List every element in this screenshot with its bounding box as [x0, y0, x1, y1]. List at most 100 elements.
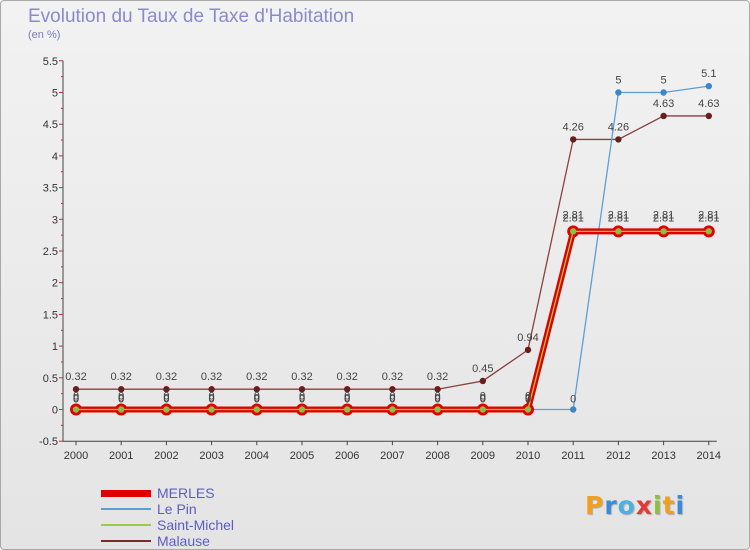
- x-tick-label: 2011: [561, 450, 585, 462]
- series-line-malause: [76, 115, 709, 390]
- legend-item: MERLES: [101, 485, 234, 501]
- data-label-merles: 2.81: [608, 212, 629, 224]
- legend-label: Malause: [157, 532, 210, 549]
- x-tick-label: 2008: [425, 450, 449, 462]
- y-tick-label: 4.5: [43, 119, 58, 131]
- point-malause: [208, 386, 215, 393]
- data-label-merles: 0: [73, 393, 79, 405]
- proxiti-logo: Proxiti: [585, 491, 686, 520]
- y-tick-label: 4: [52, 151, 58, 163]
- point-saint-michel: [389, 406, 396, 413]
- data-label-merles: 0: [254, 393, 260, 405]
- data-label-malause: 0.45: [472, 363, 493, 375]
- data-label-malause: 0.32: [427, 371, 448, 383]
- point-le-pin: [615, 89, 622, 96]
- x-tick-label: 2000: [64, 450, 88, 462]
- legend-label: MERLES: [157, 484, 215, 501]
- data-label-merles: 0: [480, 393, 486, 405]
- point-le-pin: [660, 89, 667, 96]
- chart-title: Evolution du Taux de Taxe d'Habitation: [28, 6, 355, 27]
- x-tick-label: 2005: [290, 450, 314, 462]
- x-tick-label: 2010: [516, 450, 540, 462]
- point-malause: [163, 386, 170, 393]
- data-label-merles: 0: [299, 393, 305, 405]
- point-saint-michel: [660, 228, 667, 235]
- legend-item: Malause: [101, 533, 234, 549]
- point-malause: [524, 346, 532, 354]
- data-label-saint-michel: 0: [163, 391, 169, 403]
- point-malause: [479, 377, 486, 385]
- data-label-malause: 4.63: [698, 98, 719, 110]
- x-tick-label: 2013: [651, 450, 675, 462]
- data-label-le-pin: 5.1: [701, 68, 716, 80]
- data-label-saint-michel: 0: [344, 391, 350, 403]
- data-label-merles: 0: [389, 393, 395, 405]
- point-malause: [389, 386, 396, 393]
- y-tick-label: -0.5: [39, 436, 58, 448]
- data-label-le-pin: 0: [435, 394, 441, 406]
- data-label-malause: 0.32: [291, 371, 312, 383]
- point-saint-michel: [118, 406, 125, 413]
- point-malause: [570, 136, 577, 143]
- data-label-merles: 2.81: [698, 212, 719, 224]
- point-le-pin: [705, 82, 712, 90]
- data-label-malause: 0.32: [201, 371, 222, 383]
- data-label-saint-michel: 0: [209, 391, 215, 403]
- data-label-saint-michel: 0: [389, 391, 395, 403]
- data-label-le-pin: 5: [661, 75, 667, 87]
- data-label-malause: 0.32: [110, 371, 131, 383]
- legend-item: Saint-Michel: [101, 517, 234, 533]
- data-label-le-pin: 0: [163, 394, 169, 406]
- data-label-saint-michel: 0: [525, 391, 531, 403]
- data-label-merles: 0: [435, 393, 441, 405]
- x-tick-label: 2001: [109, 450, 133, 462]
- y-tick-label: 5.5: [43, 56, 58, 68]
- data-label-le-pin: 0: [525, 394, 531, 406]
- y-tick-label: 3.5: [43, 183, 58, 195]
- y-tick-label: 1: [52, 341, 58, 353]
- point-saint-michel: [208, 406, 215, 413]
- chart-subtitle: (en %): [28, 29, 61, 41]
- point-saint-michel: [479, 406, 486, 413]
- x-tick-label: 2006: [335, 450, 359, 462]
- data-label-malause: 4.26: [562, 121, 583, 133]
- data-label-malause: 0.32: [156, 371, 177, 383]
- x-tick-label: 2004: [245, 450, 269, 462]
- point-malause: [344, 386, 351, 393]
- point-malause: [118, 386, 125, 393]
- data-label-saint-michel: 2.81: [562, 209, 583, 221]
- point-saint-michel: [163, 406, 170, 413]
- y-tick-label: 0.5: [43, 373, 58, 385]
- y-tick-label: 0: [52, 405, 58, 417]
- data-label-le-pin: 0: [254, 394, 260, 406]
- data-label-merles: 0: [525, 393, 531, 405]
- y-tick-label: 3: [52, 214, 58, 226]
- data-label-saint-michel: 0: [480, 391, 486, 403]
- y-tick-label: 2: [52, 278, 58, 290]
- point-saint-michel: [298, 406, 306, 413]
- data-label-saint-michel: 0: [254, 391, 260, 403]
- point-malause: [660, 112, 667, 120]
- point-malause: [434, 386, 441, 393]
- point-saint-michel: [524, 406, 532, 413]
- data-label-merles: 2.81: [562, 212, 583, 224]
- data-label-malause: 4.63: [653, 98, 674, 110]
- point-le-pin: [570, 406, 577, 413]
- data-label-le-pin: 0: [344, 394, 350, 406]
- y-tick-label: 5: [52, 88, 58, 100]
- legend-swatch: [101, 508, 151, 510]
- data-label-malause: 0.32: [336, 371, 357, 383]
- data-label-le-pin: 0: [570, 394, 576, 406]
- data-label-merles: 0: [118, 393, 124, 405]
- x-tick-label: 2003: [199, 450, 223, 462]
- legend-item: Le Pin: [101, 501, 234, 517]
- x-tick-label: 2012: [606, 450, 630, 462]
- data-label-merles: 0: [344, 393, 350, 405]
- series-line-le-pin: [76, 85, 709, 411]
- data-label-saint-michel: 2.81: [608, 209, 629, 221]
- x-tick-label: 2014: [697, 450, 721, 462]
- data-label-le-pin: 5: [615, 75, 621, 87]
- point-saint-michel: [253, 406, 260, 413]
